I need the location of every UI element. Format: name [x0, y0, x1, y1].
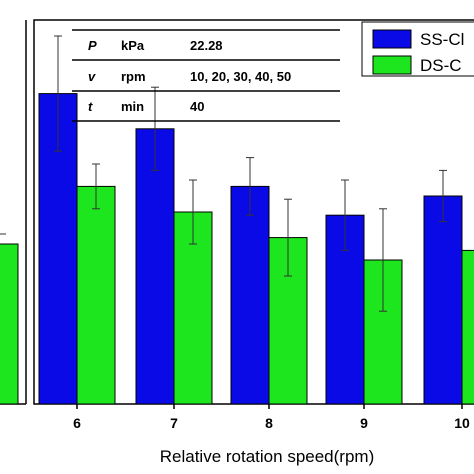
param-value: 10, 20, 30, 40, 50: [190, 69, 291, 84]
bar-ss-cl-8: [230, 185, 270, 405]
param-symbol: P: [88, 38, 97, 53]
legend-label: SS-Cl: [420, 30, 464, 49]
bar-ds-c-10: [461, 249, 474, 405]
legend: SS-Cl DS-C: [361, 21, 474, 77]
bar-ss-cl-7: [135, 128, 175, 405]
x-tick-label: 8: [265, 415, 273, 431]
param-symbol: t: [88, 99, 93, 114]
x-tick-group: 6 7 8 9 10: [73, 404, 470, 431]
legend-swatch: [372, 29, 412, 49]
x-tick-label: 6: [73, 415, 81, 431]
param-symbol: v: [88, 69, 96, 84]
left-partial-bars: [0, 233, 19, 405]
x-tick-label: 10: [454, 415, 470, 431]
error-bar-group: [54, 35, 447, 312]
param-unit: min: [121, 99, 144, 114]
x-tick-label: 7: [170, 415, 178, 431]
x-axis-label: Relative rotation speed(rpm): [160, 447, 374, 466]
param-value: 40: [190, 99, 204, 114]
param-value: 22.28: [190, 38, 223, 53]
x-tick-label: 9: [360, 415, 368, 431]
bar-ss-cl-10: [423, 195, 463, 405]
bar-group: [38, 93, 474, 405]
legend-swatch: [372, 55, 412, 75]
param-unit: kPa: [121, 38, 145, 53]
param-unit: rpm: [121, 69, 146, 84]
partial-bar: [0, 243, 19, 405]
legend-label: DS-C: [420, 56, 462, 75]
bar-ds-c-6: [76, 185, 116, 405]
